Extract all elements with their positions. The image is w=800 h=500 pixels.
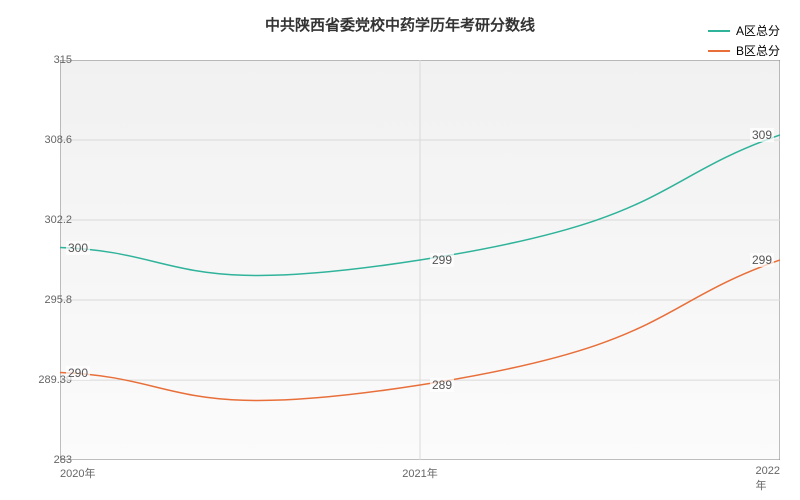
chart-container: 中共陕西省委党校中药学历年考研分数线 A区总分 B区总分 283289.3929… — [0, 0, 800, 500]
legend-swatch-b — [708, 50, 730, 52]
x-tick-label: 2021年 — [402, 465, 437, 481]
x-tick-label: 2022年 — [756, 465, 780, 493]
data-point-label: 299 — [750, 253, 774, 267]
data-point-label: 300 — [66, 241, 90, 255]
legend: A区总分 B区总分 — [708, 22, 780, 62]
legend-item-a: A区总分 — [708, 22, 780, 39]
data-point-label: 289 — [430, 378, 454, 392]
legend-swatch-a — [708, 30, 730, 32]
x-tick-label: 2020年 — [60, 465, 95, 481]
y-tick-label: 315 — [54, 54, 72, 66]
data-point-label: 309 — [750, 128, 774, 142]
legend-label-b: B区总分 — [736, 42, 780, 59]
y-tick-label: 295.8 — [44, 294, 72, 306]
data-point-label: 290 — [66, 366, 90, 380]
y-tick-label: 302.2 — [44, 214, 72, 226]
y-tick-label: 308.6 — [44, 134, 72, 146]
legend-item-b: B区总分 — [708, 42, 780, 59]
legend-label-a: A区总分 — [736, 22, 780, 39]
data-point-label: 299 — [430, 253, 454, 267]
chart-title: 中共陕西省委党校中药学历年考研分数线 — [265, 14, 535, 35]
plot-area — [60, 60, 780, 460]
